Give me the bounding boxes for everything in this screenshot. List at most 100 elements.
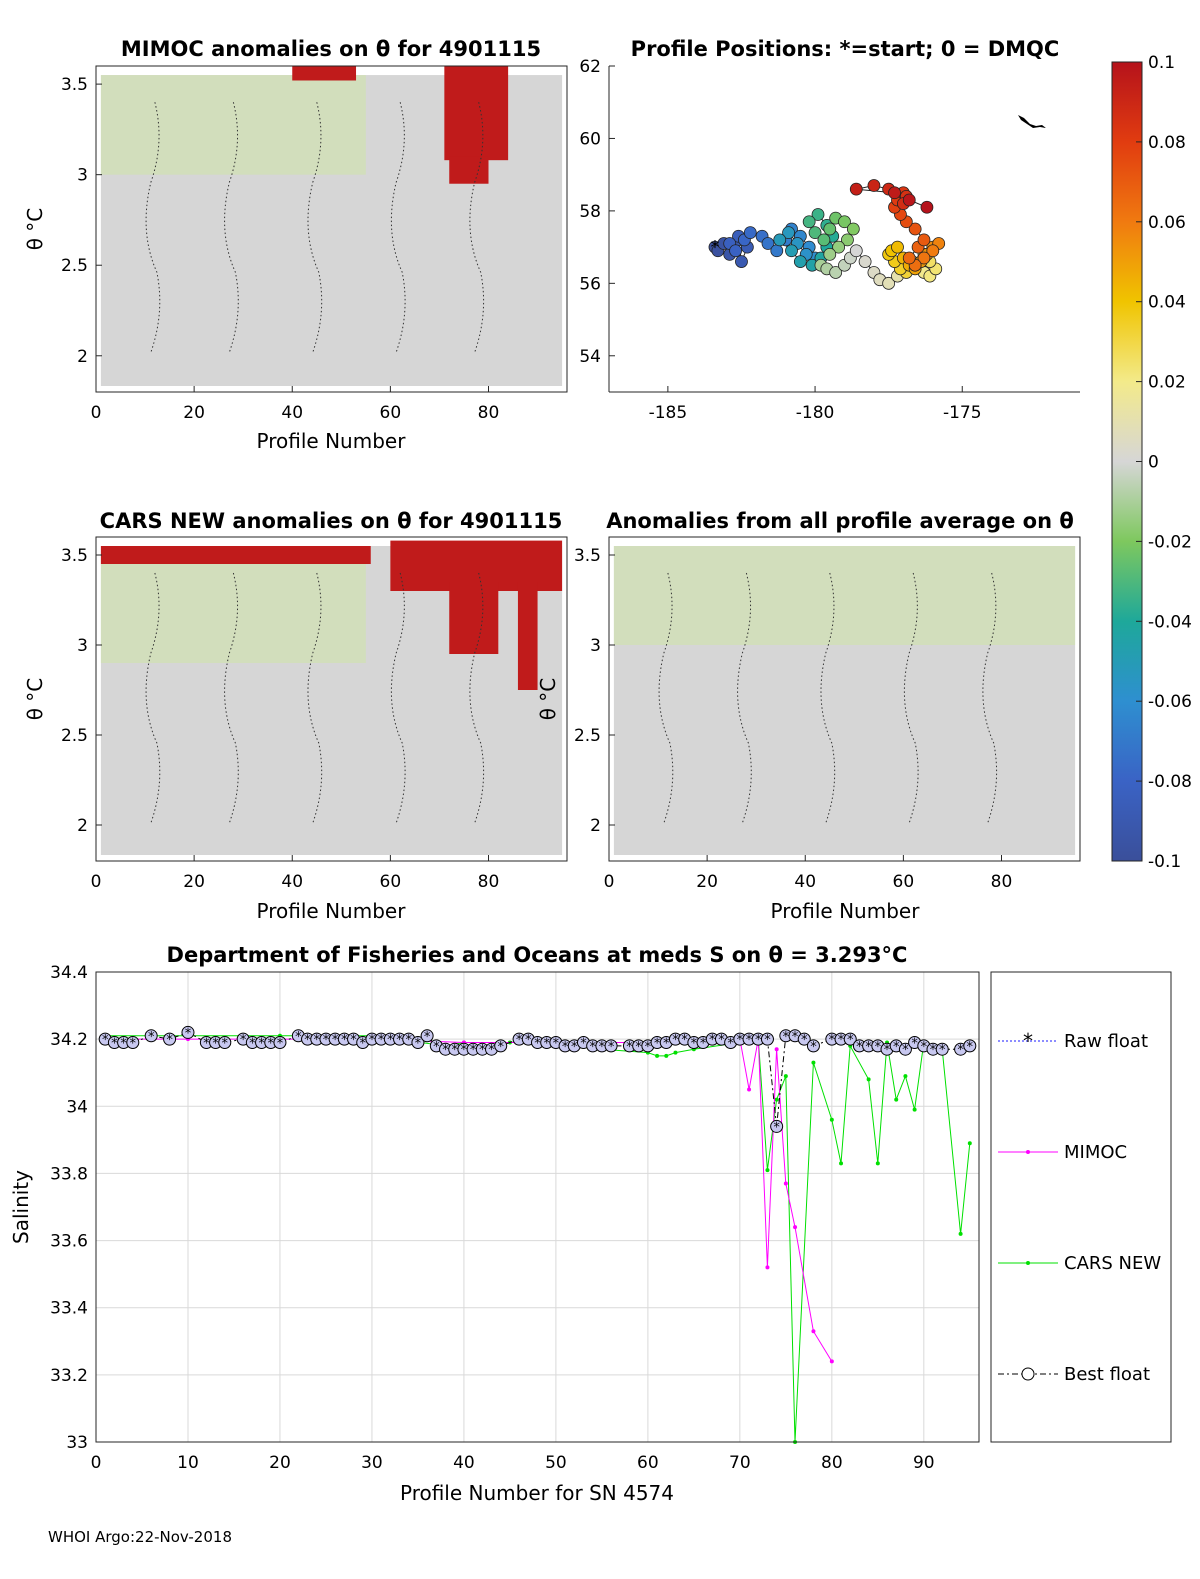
avg-ytick-label: 3.5 bbox=[574, 546, 601, 566]
mimoc-ytick-label: 3.5 bbox=[61, 75, 88, 95]
position-point bbox=[849, 182, 863, 196]
footer-text: WHOI Argo:22-Nov-2018 bbox=[48, 1528, 232, 1546]
position-point bbox=[858, 255, 872, 269]
raw-float-point: * bbox=[709, 1033, 716, 1048]
position-point bbox=[817, 233, 831, 247]
position-point bbox=[785, 244, 798, 258]
avg-contour bbox=[820, 572, 836, 824]
raw-float-point: * bbox=[663, 1037, 670, 1052]
colorbar-ticks: 0.1 0.08 0.06 0.04 0.02 0 -0.02 -0.04 -0.06 -0.08… bbox=[1136, 53, 1192, 872]
raw-float-point: * bbox=[967, 1040, 974, 1055]
positions-ytick-label: 56 bbox=[579, 274, 601, 294]
series-point-cars-new bbox=[875, 1161, 880, 1166]
avg-contour bbox=[982, 572, 998, 824]
colorbar-tick-label: -0.08 bbox=[1148, 772, 1192, 792]
colorbar-tick-label: 0.06 bbox=[1148, 213, 1186, 233]
cars-red-block bbox=[517, 582, 538, 690]
salinity-ytick-label: 34 bbox=[66, 1097, 88, 1117]
raw-float-point: * bbox=[240, 1033, 247, 1048]
position-point bbox=[761, 237, 775, 250]
positions-ytick-label: 58 bbox=[579, 202, 601, 222]
salinity-xtick-label: 50 bbox=[545, 1453, 567, 1473]
position-point bbox=[888, 186, 901, 200]
cars-xtick-label: 60 bbox=[380, 872, 402, 892]
cars-xtick-label: 40 bbox=[281, 872, 303, 892]
raw-float-point: * bbox=[571, 1040, 578, 1055]
position-point bbox=[902, 193, 916, 207]
mimoc-contour bbox=[145, 102, 161, 353]
cars-xtick-label: 0 bbox=[91, 872, 102, 892]
salinity-ylabel: Salinity bbox=[9, 1170, 33, 1244]
mimoc-contour bbox=[390, 102, 406, 353]
raw-float-point: * bbox=[783, 1030, 790, 1045]
positions-xtick-label: -185 bbox=[649, 403, 688, 423]
mimoc-heatmap bbox=[100, 66, 563, 387]
series-point-cars-new bbox=[903, 1074, 908, 1079]
avg-xtick-label: 0 bbox=[604, 872, 615, 892]
position-point bbox=[867, 179, 881, 192]
series-point-cars-new bbox=[655, 1053, 660, 1058]
raw-float-point: * bbox=[369, 1033, 376, 1048]
raw-float-point: * bbox=[718, 1033, 725, 1048]
raw-float-point: * bbox=[810, 1040, 817, 1055]
mimoc-ylabel: θ °C bbox=[23, 208, 47, 251]
raw-float-point: * bbox=[497, 1040, 504, 1055]
position-point bbox=[793, 255, 807, 269]
raw-float-point: * bbox=[479, 1043, 486, 1058]
salinity-xtick-label: 80 bbox=[821, 1453, 843, 1473]
salinity-x-ticks: 0 10 20 30 40 50 60 70 80 90 bbox=[91, 1453, 935, 1473]
position-point bbox=[891, 240, 904, 254]
position-point bbox=[841, 233, 854, 247]
salinity-xlabel: Profile Number for SN 4574 bbox=[400, 1481, 674, 1505]
cars-xtick-label: 80 bbox=[478, 872, 500, 892]
series-point-cars-new bbox=[866, 1077, 871, 1082]
raw-float-point: * bbox=[415, 1037, 422, 1052]
best-float-point bbox=[806, 1039, 820, 1053]
legend-items: * Raw float MIMOC CARS NEW Best float bbox=[998, 1029, 1161, 1385]
series-point-cars-new bbox=[765, 1168, 770, 1173]
salinity-xtick-label: 60 bbox=[637, 1453, 659, 1473]
raw-float-point: * bbox=[120, 1037, 127, 1052]
mimoc-xtick-label: 20 bbox=[183, 403, 205, 423]
cars-contour bbox=[224, 572, 239, 824]
raw-float-point: * bbox=[433, 1040, 440, 1055]
raw-float-point: * bbox=[304, 1033, 311, 1048]
series-line-mimoc bbox=[105, 1038, 833, 1362]
positions-y-ticks: 62 60 58 56 54 bbox=[579, 57, 615, 367]
mimoc-contour bbox=[469, 102, 485, 353]
cars-red-block bbox=[100, 546, 371, 564]
position-point bbox=[920, 200, 934, 214]
raw-float-point: * bbox=[589, 1040, 596, 1055]
raw-float-point: * bbox=[875, 1040, 882, 1055]
salinity-legend: * Raw float MIMOC CARS NEW Best float bbox=[990, 971, 1172, 1443]
raw-float-point: * bbox=[461, 1043, 468, 1058]
raw-float-point: * bbox=[295, 1030, 302, 1045]
raw-float-point: * bbox=[387, 1033, 394, 1048]
raw-float-point: * bbox=[939, 1043, 946, 1058]
legend-label: CARS NEW bbox=[1064, 1253, 1161, 1274]
salinity-series: * * * * * * ** * * * * * * * * * * * * * * * * * * * * * ** * * * * * * * * *… bbox=[98, 1025, 977, 1444]
series-point-mimoc bbox=[783, 1181, 788, 1186]
raw-float-point: * bbox=[773, 1120, 780, 1135]
raw-float-point: * bbox=[359, 1037, 366, 1052]
cars-contour bbox=[145, 572, 161, 824]
positions-xtick-label: -175 bbox=[943, 403, 982, 423]
raw-float-point: * bbox=[672, 1033, 679, 1048]
position-point bbox=[770, 244, 784, 258]
avg-contour bbox=[903, 572, 919, 824]
cars-green-band bbox=[100, 555, 366, 663]
salinity-panel: Department of Fisheries and Oceans at me… bbox=[9, 943, 980, 1505]
cars-ytick-label: 2 bbox=[77, 816, 88, 836]
positions-ytick-label: 60 bbox=[579, 129, 601, 149]
raw-float-point: * bbox=[700, 1037, 707, 1052]
avg-ytick-label: 3 bbox=[590, 636, 601, 656]
raw-float-point: * bbox=[856, 1040, 863, 1055]
salinity-y-ticks: 34.4 34.2 34 33.8 33.6 33.4 33.2 33 bbox=[50, 963, 88, 1453]
series-point-cars-new bbox=[958, 1231, 963, 1236]
mimoc-anomaly-panel: MIMOC anomalies on θ for 4901115 0 20 40 60… bbox=[23, 37, 568, 453]
position-point bbox=[743, 226, 757, 240]
avg-xtick-label: 20 bbox=[696, 872, 718, 892]
best-float-point bbox=[218, 1036, 232, 1049]
series-point-cars-new bbox=[811, 1060, 816, 1065]
salinity-ytick-label: 33.8 bbox=[50, 1164, 88, 1184]
